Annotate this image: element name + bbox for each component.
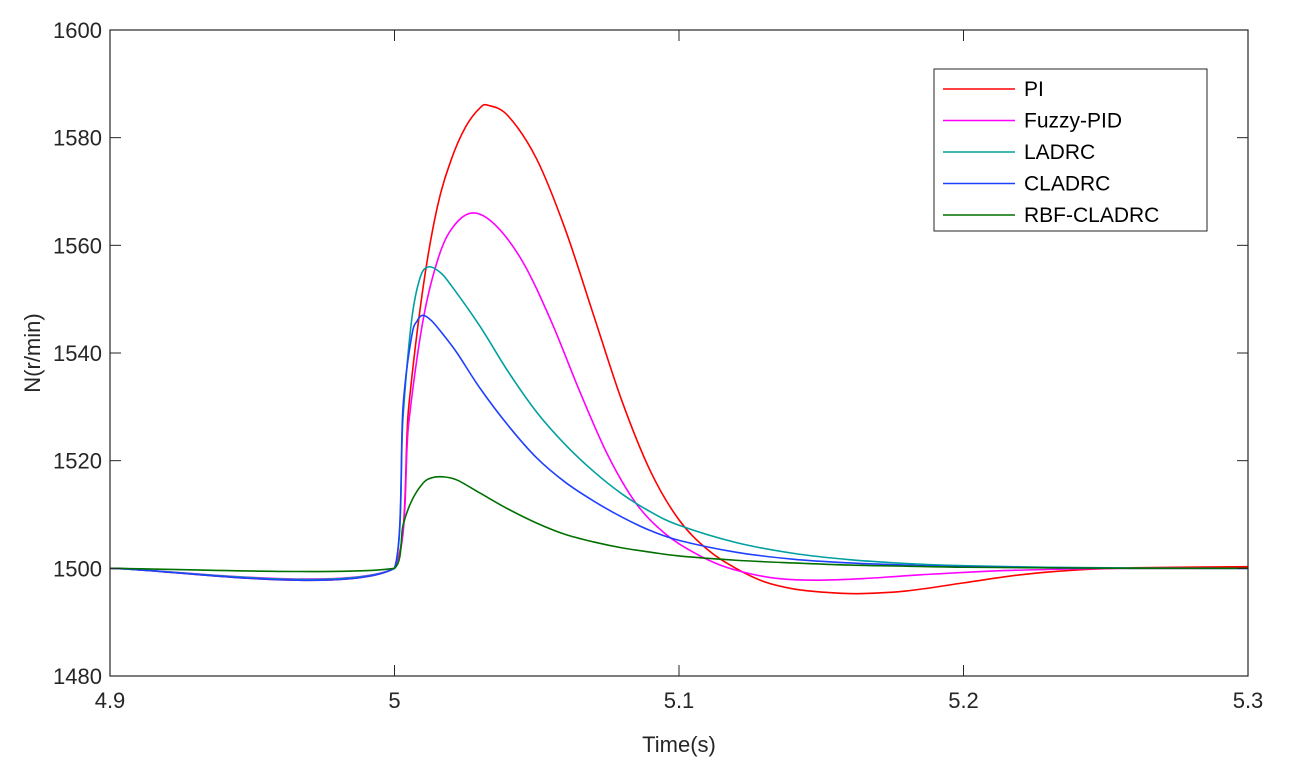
x-tick-label: 5 xyxy=(388,688,400,713)
x-tick-label: 5.3 xyxy=(1233,688,1264,713)
legend-entry-label: PI xyxy=(1024,78,1044,101)
x-tick-label: 4.9 xyxy=(95,688,126,713)
y-axis-label: N(r/min) xyxy=(20,313,45,392)
series-line-rbf-cladrc xyxy=(109,475,1249,573)
series-line-cladrc xyxy=(109,314,1249,582)
x-tick-label: 5.2 xyxy=(948,688,979,713)
series-layer xyxy=(109,103,1249,595)
y-tick-label: 1600 xyxy=(53,18,102,43)
y-tick-label: 1520 xyxy=(53,449,102,474)
y-tick-label: 1560 xyxy=(53,233,102,258)
legend-box xyxy=(933,68,1208,232)
legend-entry-label: LADRC xyxy=(1024,141,1095,164)
legend: PI Fuzzy-PID LADRC CLADRC RBF-CLADRC xyxy=(933,68,1208,232)
legend-entry-label: RBF-CLADRC xyxy=(1024,204,1159,227)
ticks-layer: 4.9 5 5.1 5.2 5.3 1480 1500 1520 1540 1560 1580 160… xyxy=(53,18,1263,713)
y-tick-label: 1500 xyxy=(53,556,102,581)
series-line-pi xyxy=(109,103,1249,595)
x-tick-label: 5.1 xyxy=(664,688,695,713)
y-tick-label: 1580 xyxy=(53,126,102,151)
legend-entry-label: Fuzzy-PID xyxy=(1024,110,1122,133)
series-line-fuzzy-pid xyxy=(109,212,1249,581)
series-line-ladrc xyxy=(109,265,1249,581)
x-axis-label: Time(s) xyxy=(642,732,716,757)
y-tick-label: 1480 xyxy=(53,664,102,689)
legend-entry-label: CLADRC xyxy=(1024,173,1110,196)
y-tick-label: 1540 xyxy=(53,341,102,366)
